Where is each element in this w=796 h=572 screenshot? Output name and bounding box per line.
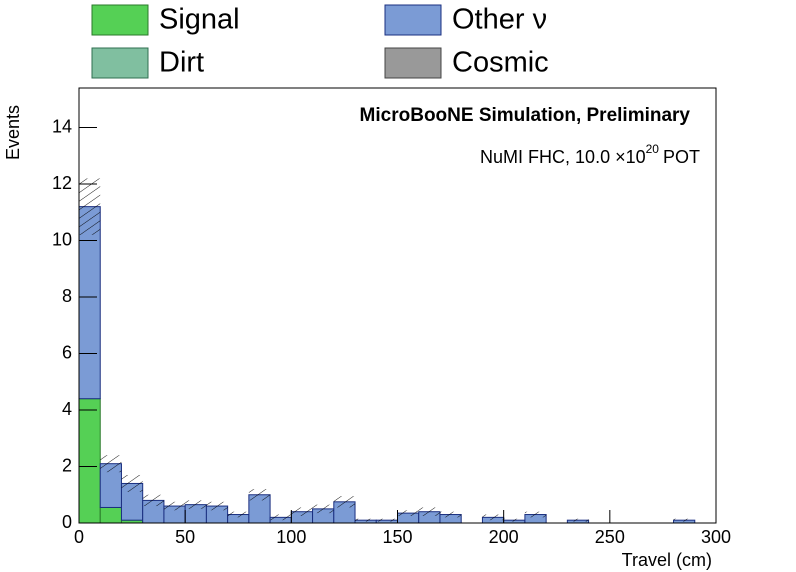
error-band: [482, 514, 504, 521]
bar-segment: [78, 398, 101, 524]
plot-frame-top: [78, 87, 717, 524]
error-band: [355, 518, 377, 522]
bar-segment: [78, 206, 101, 400]
x-tick-label: 0: [74, 527, 84, 547]
annotation-suffix: POT: [663, 147, 700, 167]
error-band: [185, 500, 207, 509]
error-band: [270, 514, 292, 521]
error-band: [291, 507, 313, 516]
error-band: [333, 496, 356, 508]
error-band: [376, 518, 398, 522]
error-band: [439, 511, 462, 518]
x-tick-label: 150: [382, 527, 412, 547]
y-tick-label: 14: [52, 116, 72, 136]
error-band: [567, 518, 589, 522]
x-tick-label: 100: [276, 527, 306, 547]
x-tick-label: 300: [701, 527, 731, 547]
legend-label: Dirt: [159, 47, 204, 79]
error-band: [397, 510, 419, 516]
legend-label: Cosmic: [452, 47, 549, 79]
error-band: [100, 455, 122, 473]
error-band: [227, 511, 249, 518]
y-tick-label: 6: [62, 342, 72, 362]
chart-title: MicroBooNE Simulation, Preliminary: [360, 105, 691, 126]
error-band: [121, 474, 143, 492]
error-band: [79, 178, 101, 235]
x-axis-label: Travel (cm): [622, 550, 712, 570]
legend-label: Signal: [159, 4, 240, 36]
error-band: [163, 501, 186, 511]
legend-swatch: [384, 47, 442, 79]
legend-swatch: [91, 47, 149, 79]
x-tick-label: 50: [175, 527, 195, 547]
y-axis-label: Events: [3, 105, 23, 160]
y-tick-label: 10: [52, 229, 72, 249]
legend-swatch: [384, 4, 442, 36]
legend-label: Other ν: [452, 4, 547, 36]
error-band: [673, 518, 695, 522]
error-band: [503, 518, 525, 522]
error-band: [206, 501, 228, 511]
error-band: [312, 504, 334, 514]
legend-swatch: [91, 4, 149, 36]
annotation-text: NuMI FHC, 10.0 ×10: [480, 147, 646, 167]
y-tick-label: 2: [62, 455, 72, 475]
y-tick-label: 4: [62, 399, 72, 419]
x-tick-label: 250: [595, 527, 625, 547]
error-band: [142, 494, 164, 507]
error-band: [418, 507, 440, 516]
x-tick-label: 200: [489, 527, 519, 547]
bar-segment: [99, 506, 122, 524]
annotation: NuMI FHC, 10.0 ×1020 POT: [480, 142, 700, 167]
error-band: [248, 489, 271, 501]
y-tick-label: 12: [52, 173, 72, 193]
y-tick-label: 8: [62, 286, 72, 306]
error-band: [524, 511, 547, 518]
y-tick-label: 0: [62, 512, 72, 532]
annotation-exponent: 20: [646, 142, 660, 156]
